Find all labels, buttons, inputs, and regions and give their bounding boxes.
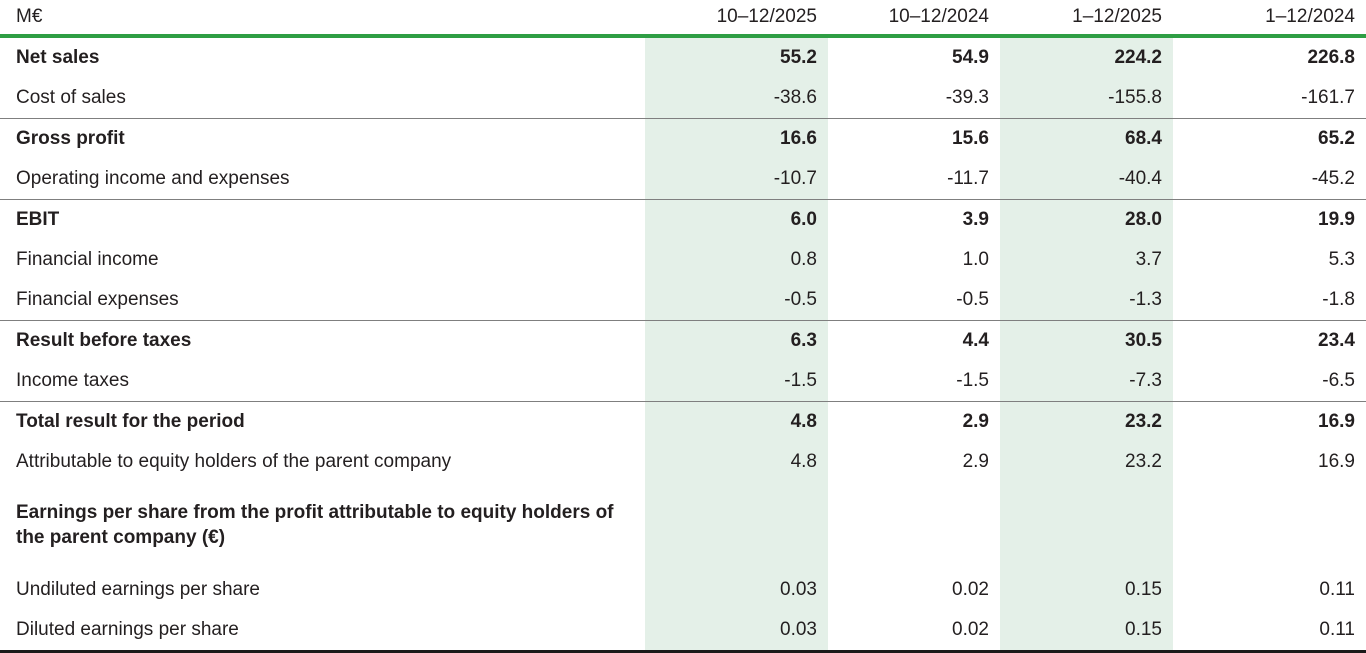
cell-value: -11.7 [947,168,989,189]
cell-value: -10.7 [645,159,828,200]
table-row: Operating income and expenses -10.7 -11.7-… [0,159,1366,200]
cell-value: 3.7 [1000,240,1173,280]
cell-value: 4.8 [645,401,828,442]
column-header-fy-2025: 1–12/2025 [1000,0,1173,38]
row-label: Cost of sales [16,87,126,109]
table-header: M€ 10–12/2025 10–12/2024 1–12/2025 1–12/… [0,0,1366,38]
table-row: Financial income 0.8 1.0 3.7 5.3 [0,240,1366,280]
cell-value: 19.9 [1173,199,1366,240]
cell-value: 16.9 [1318,451,1355,472]
cell-value: -1.3 [1000,280,1173,321]
cell-value: 226.8 [1307,47,1355,68]
row-label: Total result for the period [0,401,645,442]
table-body: Net sales 55.2 54.9 224.2 226.8 Cost of sales… [0,36,1366,653]
cell-value: 68.4 [1000,118,1173,159]
cell-value: 0.11 [1173,610,1366,653]
cell-value: 6.3 [645,320,828,361]
cell-value: -0.5 [956,289,989,310]
unit-label: M€ [0,0,645,38]
table-row: Cost of sales -38.6 -39.3 -155.8 -161.7 [0,78,1366,119]
table-row: EBIT 6.0 3.9 28.0 19.9 [0,199,1366,240]
cell-value: 2.9 [828,401,1000,442]
cell-value: 15.6 [828,118,1000,159]
cell-value: 0.8 [645,240,828,280]
cell-value: 16.6 [645,118,828,159]
table-row: Undiluted earnings per share 0.03 0.02 0.15… [0,570,1366,610]
row-label: Result before taxes [0,320,645,361]
cell-value: 6.0 [645,199,828,240]
cell-value: 224.2 [1000,36,1173,78]
cell-value: -0.5 [645,280,828,321]
cell-value: -45.2 [1311,168,1355,189]
table-row: Total result for the period 4.8 2.9 23.2 16.… [0,401,1366,442]
cell-value: 0.02 [828,610,1000,653]
cell-value: 0.11 [1319,579,1355,600]
row-label: Earnings per share from the profit attri… [16,501,614,548]
cell-value: 4.4 [828,320,1000,361]
row-label: EBIT [0,199,645,240]
row-label: Undiluted earnings per share [16,579,260,601]
cell-value: 30.5 [1000,320,1173,361]
cell-value: 23.2 [1000,442,1173,482]
cell-value: -38.6 [645,78,828,119]
row-label: Financial income [16,249,159,271]
row-label: Income taxes [16,370,129,392]
cell-value: -1.5 [645,361,828,402]
cell-value: 1.0 [962,249,989,270]
row-label: Financial expenses [16,289,179,311]
cell-value: 0.15 [1000,610,1173,653]
cell-value [828,482,1000,570]
cell-value: 28.0 [1000,199,1173,240]
cell-value: 16.9 [1173,401,1366,442]
cell-value [1173,482,1366,570]
cell-value: 0.02 [952,579,989,600]
row-label: Gross profit [0,118,645,159]
cell-value: -40.4 [1000,159,1173,200]
table-row: Income taxes -1.5 -1.5 -7.3 -6.5 [0,361,1366,402]
column-header-q-2024: 10–12/2024 [828,0,1000,38]
table-row: Result before taxes 6.3 4.4 30.5 23.4 [0,320,1366,361]
table-row: Gross profit 16.6 15.6 68.4 65.2 [0,118,1366,159]
table-row: Net sales 55.2 54.9 224.2 226.8 [0,36,1366,78]
cell-value: 23.2 [1000,401,1173,442]
cell-value: -7.3 [1000,361,1173,402]
cell-value: 0.03 [645,610,828,653]
header-row: M€ 10–12/2025 10–12/2024 1–12/2025 1–12/… [0,0,1366,38]
cell-value: 2.9 [962,451,989,472]
cell-value: -1.5 [956,370,989,391]
row-label: Net sales [16,47,100,69]
table-row: Earnings per share from the profit attri… [0,482,1366,570]
cell-value: 55.2 [645,36,828,78]
row-label: Attributable to equity holders of the pa… [16,451,452,473]
row-label: Operating income and expenses [16,168,290,190]
cell-value [645,482,828,570]
column-header-fy-2024: 1–12/2024 [1173,0,1366,38]
table-row: Attributable to equity holders of the pa… [0,442,1366,482]
column-header-q-2025: 10–12/2025 [645,0,828,38]
cell-value: 3.9 [828,199,1000,240]
cell-value: 23.4 [1173,320,1366,361]
cell-value: 0.03 [645,570,828,610]
row-label: Diluted earnings per share [0,610,645,653]
cell-value: 0.15 [1000,570,1173,610]
cell-value: -155.8 [1000,78,1173,119]
cell-value: -1.8 [1322,289,1355,310]
cell-value: -39.3 [945,87,989,108]
cell-value: 4.8 [645,442,828,482]
cell-value [1000,482,1173,570]
cell-value: -161.7 [1301,87,1355,108]
table-row: Diluted earnings per share 0.03 0.02 0.15 0.… [0,610,1366,653]
cell-value: -6.5 [1322,370,1355,391]
table-row: Financial expenses -0.5 -0.5 -1.3 -1.8 [0,280,1366,321]
cell-value: 54.9 [952,47,989,68]
cell-value: 65.2 [1173,118,1366,159]
cell-value: 5.3 [1328,249,1355,270]
